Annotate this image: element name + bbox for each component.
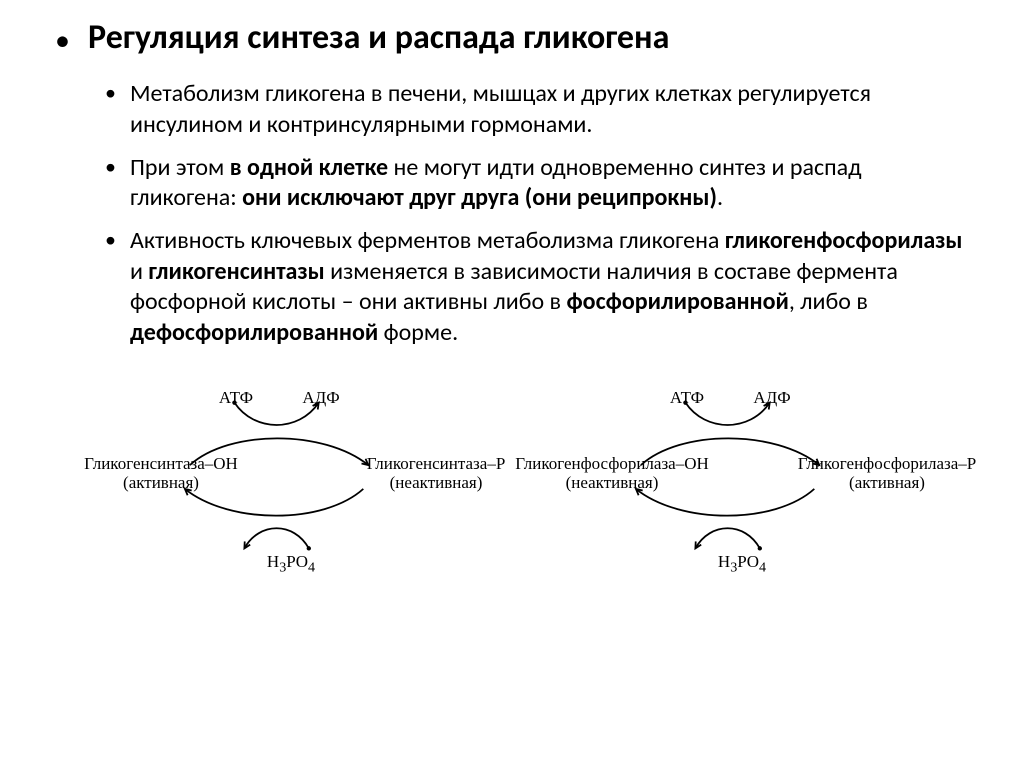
bullet-icon: •	[105, 79, 116, 108]
bullet-list: • Метаболизм гликогена в печени, мышцах …	[55, 79, 969, 349]
diagram-container: Гликогенсинтаза–ОН(активная)Гликогенсинт…	[55, 377, 969, 577]
enzyme-cycle-synthase: Гликогенсинтаза–ОН(активная)Гликогенсинт…	[61, 377, 512, 577]
bullet-text: Метаболизм гликогена в печени, мышцах и …	[130, 79, 969, 140]
list-item: • Метаболизм гликогена в печени, мышцах …	[105, 79, 969, 140]
cycle-arcs	[61, 377, 512, 577]
title-row: • Регуляция синтеза и распада гликогена	[55, 18, 969, 57]
title-bullet: •	[55, 26, 70, 56]
page-title: Регуляция синтеза и распада гликогена	[88, 18, 669, 57]
cycle-arcs	[512, 377, 963, 577]
list-item: • При этом в одной клетке не могут идти …	[105, 153, 969, 214]
enzyme-cycle-phosphorylase: Гликогенфосфорилаза–ОН(неактивная)Гликог…	[512, 377, 963, 577]
bullet-icon: •	[105, 226, 116, 255]
bullet-icon: •	[105, 153, 116, 182]
list-item: • Активность ключевых ферментов метаболи…	[105, 226, 969, 349]
bullet-text: При этом в одной клетке не могут идти од…	[130, 153, 969, 214]
bullet-text: Активность ключевых ферментов метаболизм…	[130, 226, 969, 349]
